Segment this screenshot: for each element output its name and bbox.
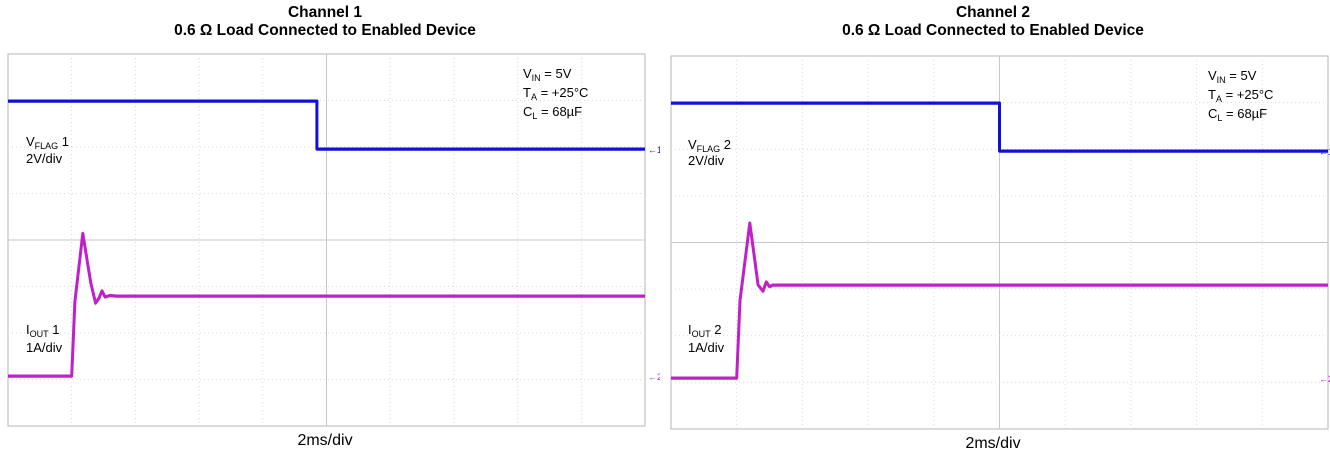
- chart-title: Channel 2: [955, 4, 1031, 21]
- channel-label: VFLAG 1: [26, 134, 69, 151]
- scope-panel-channel-1: Channel 1 0.6 Ω Load Connected to Enable…: [0, 0, 660, 455]
- series-line-noise: [671, 104, 1328, 153]
- x-axis-label: 2ms/div: [965, 435, 1021, 452]
- scope-plot: VIN = 5V TA = +25°C CL = 68µF VFLAG 22V/div…: [670, 55, 1330, 430]
- annotation-text: VIN = 5V: [523, 66, 572, 83]
- annotation-text: TA = +25°C: [523, 85, 588, 102]
- channel-scale: 2V/div: [26, 151, 63, 166]
- channel-label: IOUT 1: [26, 322, 59, 339]
- annotation-text: CL = 68µF: [523, 104, 582, 121]
- x-axis-label: 2ms/div: [297, 432, 353, 449]
- annotation-text: TA = +25°C: [1208, 87, 1273, 104]
- chart-title: Channel 1: [287, 4, 363, 21]
- series-line-noise: [671, 224, 1328, 380]
- channel-label: IOUT 2: [688, 322, 721, 339]
- channel-scale: 2V/div: [688, 153, 725, 168]
- scope-panel-channel-2: Channel 2 0.6 Ω Load Connected to Enable…: [668, 0, 1330, 455]
- ground-marker: ←2: [1319, 374, 1330, 384]
- scope-plot: VIN = 5V TA = +25°C CL = 68µF VFLAG 12V/div…: [7, 53, 660, 427]
- channel-scale: 1A/div: [688, 340, 725, 355]
- annotation-text: CL = 68µF: [1208, 106, 1267, 123]
- series-line-noise: [8, 102, 645, 151]
- ground-marker: ←1: [1319, 147, 1330, 157]
- ground-marker: ←1: [648, 145, 660, 155]
- chart-subtitle: 0.6 Ω Load Connected to Enabled Device: [842, 22, 1144, 39]
- channel-scale: 1A/div: [26, 340, 63, 355]
- ground-marker: ←2: [648, 372, 660, 382]
- annotation-text: VIN = 5V: [1208, 68, 1257, 85]
- series-line-noise: [8, 234, 645, 378]
- channel-label: VFLAG 2: [688, 137, 731, 154]
- chart-subtitle: 0.6 Ω Load Connected to Enabled Device: [174, 22, 476, 39]
